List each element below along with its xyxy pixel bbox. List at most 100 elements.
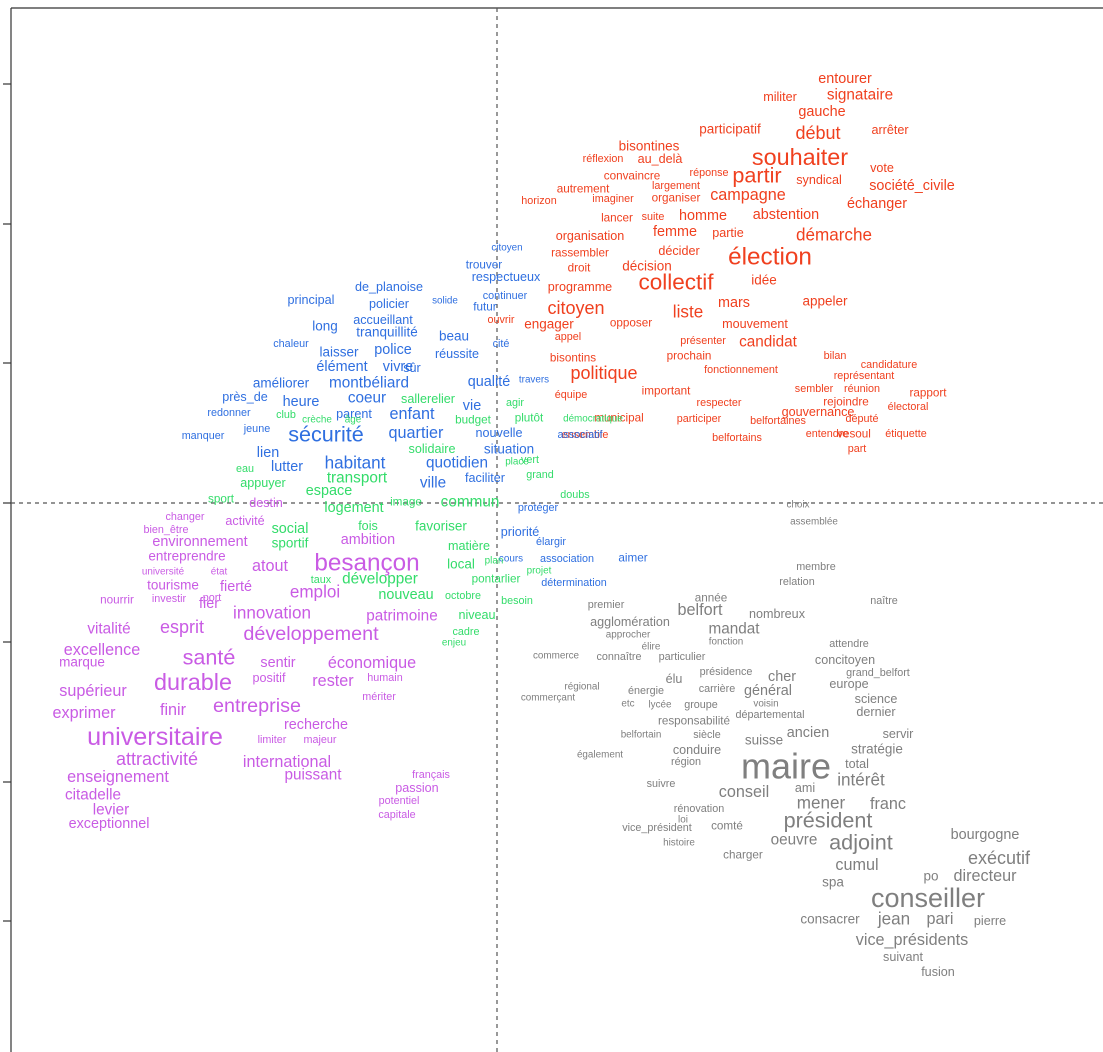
word-label: réunion [844,383,880,395]
word-label: échanger [847,196,907,212]
word-label: organiser [652,192,701,205]
word-label: espace [306,483,352,499]
word-label: emploi [290,583,340,602]
word-label: vesoul [837,428,871,441]
word-label: commun [441,494,500,511]
word-label: pari [927,910,954,928]
word-label: jeune [243,423,270,435]
word-label: capitale [378,809,415,821]
word-label: directeur [954,867,1018,885]
word-label: sécurité [288,422,364,447]
word-label: quartier [389,424,444,442]
word-label: supérieur [59,682,127,700]
word-label: po [923,869,938,884]
word-label: excellence [64,641,141,659]
word-label: social [272,521,309,537]
word-label: conseiller [871,883,985,913]
word-label: nouvelle [476,426,523,440]
word-label: prochain [667,350,712,363]
word-label: limiter [258,734,287,746]
word-label: démocratique [563,414,623,425]
word-label: bourgogne [951,827,1020,843]
word-label: principal [288,293,335,307]
word-label: rejoindre [823,396,868,409]
word-label: investir [152,593,187,605]
word-label: particulier [659,651,706,663]
word-label: convaincre [604,170,661,183]
word-label: suivre [647,778,676,790]
word-label: entreprise [213,695,301,717]
word-label: dernier [856,705,895,719]
word-label: exprimer [53,704,117,722]
word-label: appuyer [240,476,286,490]
word-label: ville [420,475,446,492]
word-label: sport [208,493,235,506]
word-label: transport [327,470,388,487]
word-label: cité [493,338,510,350]
word-label: qualité [468,374,510,390]
word-label: vote [870,161,894,175]
word-label: bilan [824,350,847,362]
word-label: matière [448,539,490,553]
word-label: réflexion [583,153,624,165]
word-label: élément [316,359,367,375]
word-label: liste [673,303,703,322]
word-label: lien [257,445,279,461]
word-label: idée [751,273,777,288]
word-label: jean [877,910,910,929]
word-label: recherche [284,717,348,733]
word-label: entourer [818,71,872,87]
word-label: nombreux [749,607,806,621]
word-label: levier [93,802,130,819]
word-label: pontarlier [472,573,521,586]
word-label: servir [883,727,914,741]
word-label: français [412,769,450,781]
word-label: part [848,443,867,455]
word-label: citadelle [65,787,121,804]
word-label: démarche [796,226,872,245]
word-label: assemblée [790,517,838,528]
word-label: au_delà [638,152,683,166]
word-label: mars [718,295,750,311]
word-label: sentir [260,655,295,671]
word-label: gauche [798,104,845,120]
word-label: policier [369,297,409,311]
word-label: accueillant [353,313,413,327]
word-label: police [374,342,412,358]
word-label: faciliter [465,471,505,485]
word-label: vie [463,398,481,414]
word-label: général [744,683,792,699]
word-label: ami [795,781,815,795]
word-label: belfort [678,601,723,619]
word-label: également [577,750,623,761]
word-label: approcher [606,630,651,641]
word-label: souhaiter [752,144,848,170]
word-label: santé [183,645,236,670]
word-label: nourrir [100,594,134,607]
word-label: esprit [160,617,204,637]
word-label: logement [324,500,383,516]
word-label: politique [570,363,637,383]
word-label: élection [728,244,812,271]
word-label: naître [870,595,898,607]
word-label: puissant [285,767,343,784]
word-label: abstention [753,207,819,223]
word-label: concitoyen [815,653,875,667]
word-label: connaître [596,651,641,663]
word-label: décider [658,244,699,258]
word-label: respecter [696,397,741,409]
word-label: partir [732,163,781,188]
word-label: horizon [521,195,556,207]
word-label: coeur [348,390,386,407]
word-label: appel [555,331,581,343]
word-label: manquer [182,430,225,442]
word-label: comté [711,820,743,833]
word-label: candidat [739,334,798,351]
word-label: ouvrir [488,314,515,326]
word-label: favoriser [415,519,467,534]
word-label: exécutif [968,848,1031,868]
word-label: entendre [806,428,849,440]
word-label: société_civile [869,178,955,194]
word-label: début [795,123,840,143]
